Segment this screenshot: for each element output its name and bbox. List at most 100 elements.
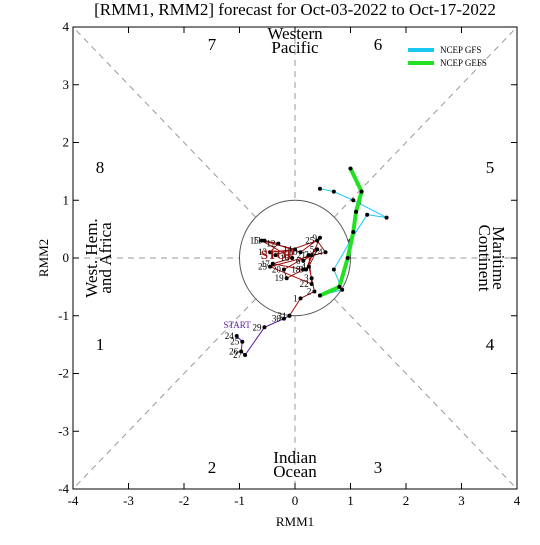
data-point xyxy=(365,212,370,217)
y-tick-label: -4 xyxy=(58,481,69,496)
data-point xyxy=(345,256,350,260)
day-label: 11 xyxy=(253,236,262,246)
data-point xyxy=(270,261,275,266)
data-point xyxy=(268,264,273,269)
data-point xyxy=(306,253,311,258)
legend-label: NCEP GEFS xyxy=(440,58,487,68)
phase-label: 2 xyxy=(208,458,217,477)
region-label: Indian xyxy=(273,448,317,467)
data-point xyxy=(301,267,306,272)
phase-divider xyxy=(72,26,257,218)
data-point xyxy=(281,316,286,321)
data-point xyxy=(317,186,322,191)
y-axis-label: RMM2 xyxy=(36,239,51,277)
x-tick-label: -1 xyxy=(234,493,245,508)
day-label: 7 xyxy=(304,250,309,260)
data-point xyxy=(331,189,336,194)
x-tick-label: 3 xyxy=(458,493,465,508)
data-point xyxy=(273,253,278,258)
phase-label: 7 xyxy=(208,35,217,54)
data-point xyxy=(315,247,320,252)
data-point xyxy=(351,230,356,235)
day-label: 29 xyxy=(252,322,262,332)
data-point xyxy=(306,264,311,269)
data-point xyxy=(359,189,364,194)
x-tick-label: -3 xyxy=(123,493,134,508)
day-label: 17 xyxy=(261,259,271,269)
data-point xyxy=(317,235,322,240)
y-tick-label: 1 xyxy=(63,192,70,207)
x-tick-label: 1 xyxy=(347,493,354,508)
data-point xyxy=(309,276,314,281)
y-tick-label: 2 xyxy=(63,135,70,150)
day-label: 22 xyxy=(300,279,309,289)
data-point xyxy=(340,287,345,292)
data-point xyxy=(298,250,303,255)
data-point xyxy=(262,325,267,330)
day-label: 15 xyxy=(250,236,260,246)
data-point xyxy=(351,198,356,203)
data-point xyxy=(384,215,389,220)
data-point xyxy=(304,267,309,272)
data-point xyxy=(240,339,245,344)
data-point xyxy=(312,289,317,294)
series-line xyxy=(319,188,387,297)
data-point xyxy=(262,238,267,243)
data-point xyxy=(284,276,289,281)
phase-divider xyxy=(333,298,518,490)
data-point xyxy=(301,258,306,263)
day-label: 31 xyxy=(277,311,286,321)
day-label: 18 xyxy=(291,265,301,275)
unit-circle xyxy=(239,199,351,317)
day-label: 16 xyxy=(280,253,290,263)
data-point xyxy=(281,267,286,272)
x-tick-label: 2 xyxy=(403,493,410,508)
data-point xyxy=(348,166,353,171)
data-point xyxy=(243,353,248,358)
phase-label: 5 xyxy=(486,158,495,177)
data-point xyxy=(276,241,281,246)
data-point xyxy=(290,256,295,260)
day-label: 1 xyxy=(293,293,298,303)
y-tick-label: 4 xyxy=(63,19,70,34)
day-label: 13 xyxy=(258,247,268,257)
data-point xyxy=(337,284,342,289)
x-tick-label: 0 xyxy=(292,493,299,508)
x-tick-label: -2 xyxy=(179,493,190,508)
day-label: 5 xyxy=(310,244,315,254)
day-label: 6 xyxy=(296,256,301,266)
phase-label: 3 xyxy=(374,458,383,477)
data-point xyxy=(315,238,320,243)
data-point xyxy=(234,333,239,338)
day-label: 10 xyxy=(289,247,299,257)
day-label: 14 xyxy=(283,244,293,254)
day-label: 21 xyxy=(297,250,306,260)
phase-label: 1 xyxy=(96,335,105,354)
start-label: START xyxy=(223,320,251,330)
day-label: 3 xyxy=(304,273,309,283)
day-label: 26 xyxy=(229,347,239,357)
day-label: 30 xyxy=(272,314,282,324)
chart-title: [RMM1, RMM2] forecast for Oct-03-2022 to… xyxy=(94,0,496,19)
day-label: 20 xyxy=(272,265,282,275)
data-point xyxy=(309,281,314,286)
data-point xyxy=(259,238,264,243)
region-label: Maritime xyxy=(489,226,508,289)
region-label: Continent xyxy=(475,224,494,291)
data-point xyxy=(323,250,328,255)
region-label: West. Hem. xyxy=(82,218,101,297)
data-point xyxy=(309,253,314,258)
region-label: and Africa xyxy=(96,222,115,294)
data-point xyxy=(293,247,297,252)
y-tick-label: 3 xyxy=(63,77,70,92)
day-label: 27 xyxy=(233,350,243,360)
data-point xyxy=(287,313,292,318)
x-tick-label: -4 xyxy=(68,493,79,508)
y-tick-label: -3 xyxy=(58,423,69,438)
stop-label: STOP xyxy=(261,247,295,262)
day-label: 25 xyxy=(305,236,315,246)
day-label: 23 xyxy=(258,262,268,272)
day-label: 2 xyxy=(307,286,312,296)
y-tick-label: -1 xyxy=(58,308,69,323)
